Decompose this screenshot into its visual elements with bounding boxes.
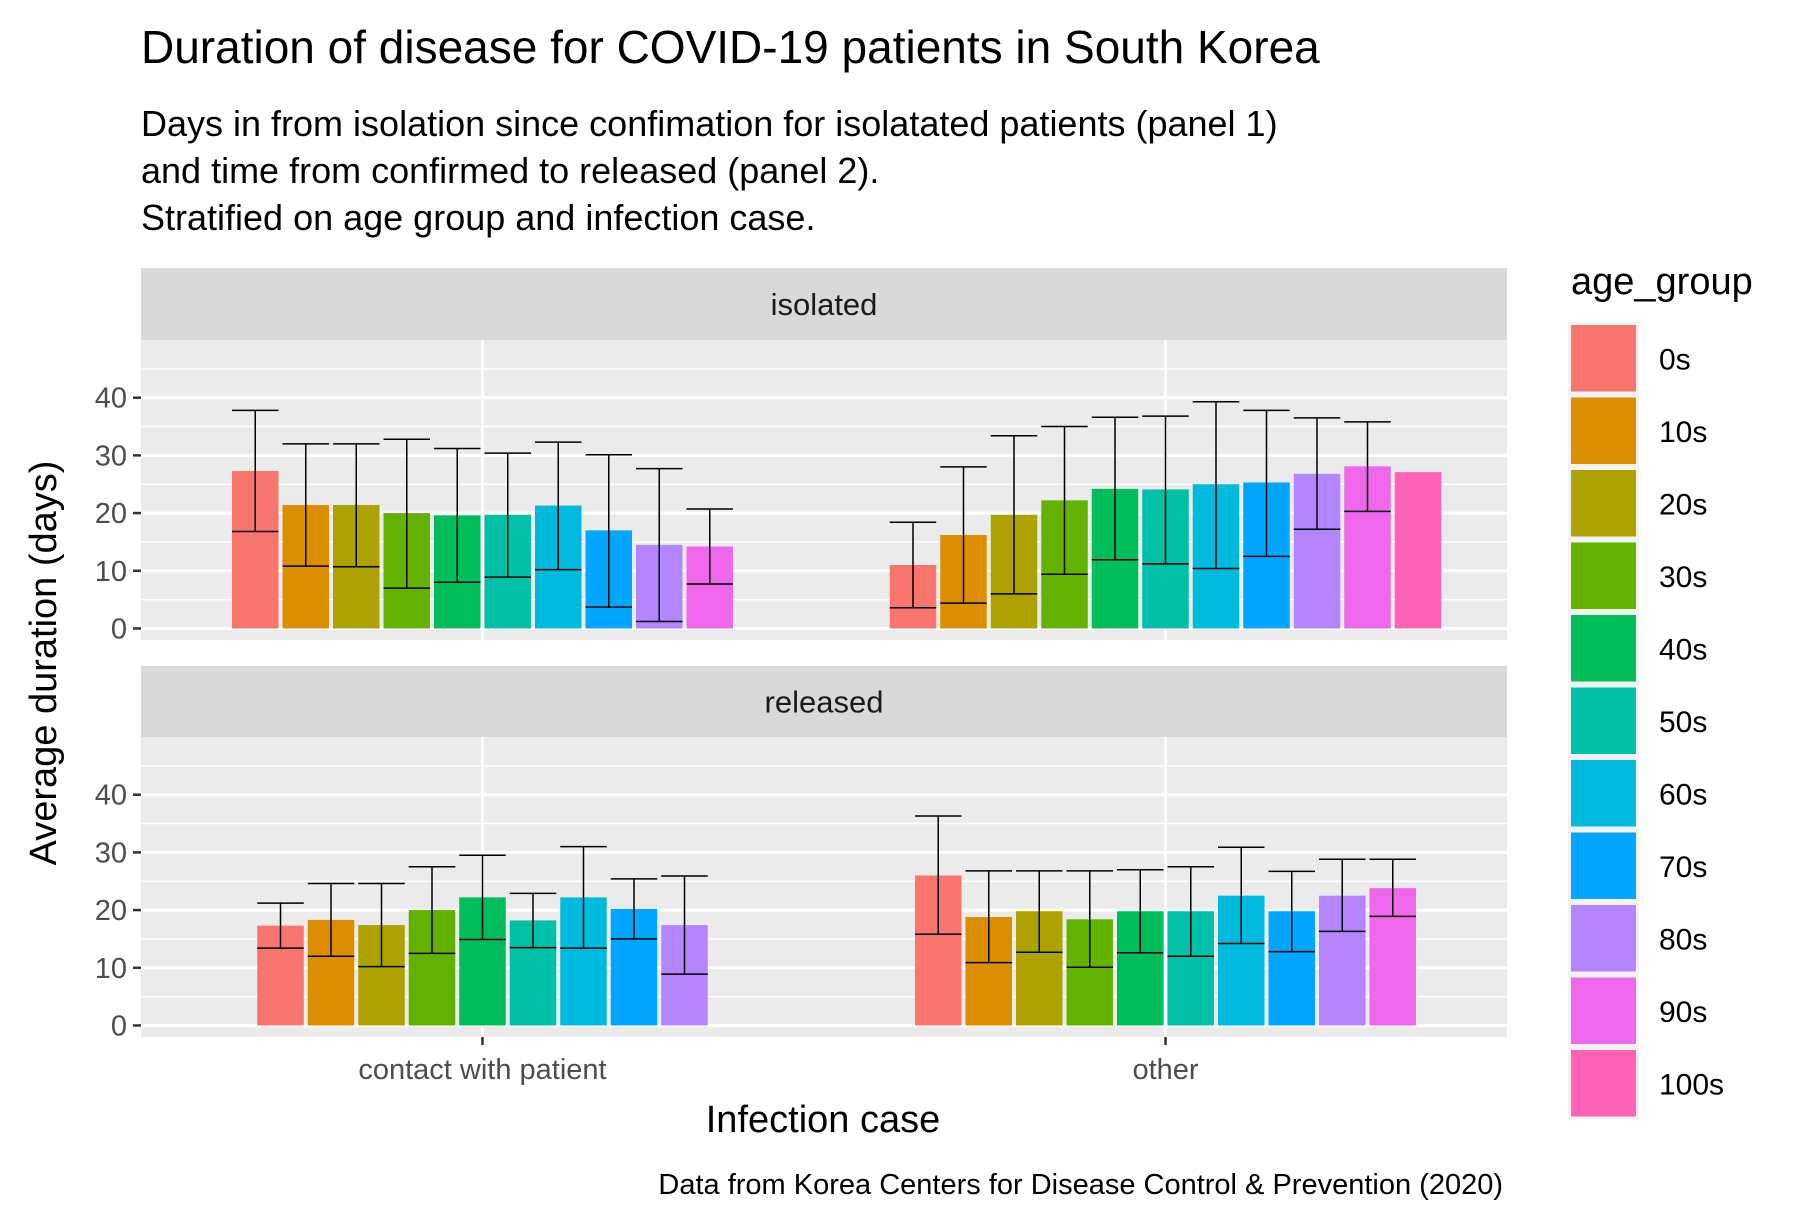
legend: 0s 10s 20s 30s 40s 50s 60s 70s 80s 90s 100s <box>1568 322 1724 1120</box>
facet-strip-label: released <box>765 685 884 720</box>
legend-label-0s: 0s <box>1659 343 1691 376</box>
panels-layer: isolated 0 10 20 30 40 released 0 10 20 30 40 contac… <box>95 268 1507 1086</box>
y-tick-label: 10 <box>95 556 127 588</box>
chart-caption: Data from Korea Centers for Disease Cont… <box>658 1169 1503 1201</box>
legend-swatch-30s <box>1571 542 1636 609</box>
facet-panel-released: released 0 10 20 30 40 <box>95 666 1507 1042</box>
legend-swatch-100s <box>1571 1050 1636 1117</box>
chart-subtitle-line-1: Days in from isolation since confimation… <box>141 103 1278 144</box>
y-tick-label: 40 <box>95 383 127 415</box>
y-tick-label: 20 <box>95 498 127 530</box>
legend-label-70s: 70s <box>1659 851 1707 884</box>
legend-label-20s: 20s <box>1659 488 1707 521</box>
legend-swatch-20s <box>1571 470 1636 537</box>
chart-title: Duration of disease for COVID-19 patient… <box>141 21 1320 73</box>
x-tick-label: contact with patient <box>358 1054 606 1086</box>
legend-swatch-90s <box>1571 977 1636 1044</box>
legend-swatch-80s <box>1571 905 1636 972</box>
legend-swatch-0s <box>1571 325 1636 392</box>
legend-label-90s: 90s <box>1659 996 1707 1029</box>
chart-subtitle-line-2: and time from confirmed to released (pan… <box>141 150 879 191</box>
y-axis-label: Average duration (days) <box>23 461 65 866</box>
legend-label-30s: 30s <box>1659 561 1707 594</box>
facet-strip-label: isolated <box>771 287 878 322</box>
legend-label-10s: 10s <box>1659 416 1707 449</box>
legend-swatch-50s <box>1571 687 1636 754</box>
y-tick-label: 20 <box>95 895 127 927</box>
y-tick-label: 40 <box>95 780 127 812</box>
y-tick-label: 0 <box>111 1010 127 1042</box>
legend-swatch-40s <box>1571 615 1636 682</box>
x-axis-label: Infection case <box>706 1099 940 1141</box>
facet-panel-isolated: isolated 0 10 20 30 40 <box>95 268 1507 645</box>
bar-isolated-other-100s <box>1394 472 1442 629</box>
y-tick-label: 10 <box>95 953 127 985</box>
legend-title: age_group <box>1571 261 1753 303</box>
facet-strip <box>141 666 1507 737</box>
y-tick-label: 0 <box>111 613 127 645</box>
legend-label-100s: 100s <box>1659 1068 1724 1101</box>
y-tick-label: 30 <box>95 440 127 472</box>
legend-swatch-10s <box>1571 397 1636 464</box>
x-tick-label: other <box>1132 1054 1198 1086</box>
legend-label-60s: 60s <box>1659 778 1707 811</box>
legend-label-50s: 50s <box>1659 706 1707 739</box>
legend-label-80s: 80s <box>1659 923 1707 956</box>
legend-swatch-60s <box>1571 760 1636 827</box>
legend-swatch-70s <box>1571 832 1636 899</box>
legend-label-40s: 40s <box>1659 633 1707 666</box>
chart-subtitle-line-3: Stratified on age group and infection ca… <box>141 197 815 238</box>
y-tick-label: 30 <box>95 837 127 869</box>
facet-strip <box>141 268 1507 340</box>
